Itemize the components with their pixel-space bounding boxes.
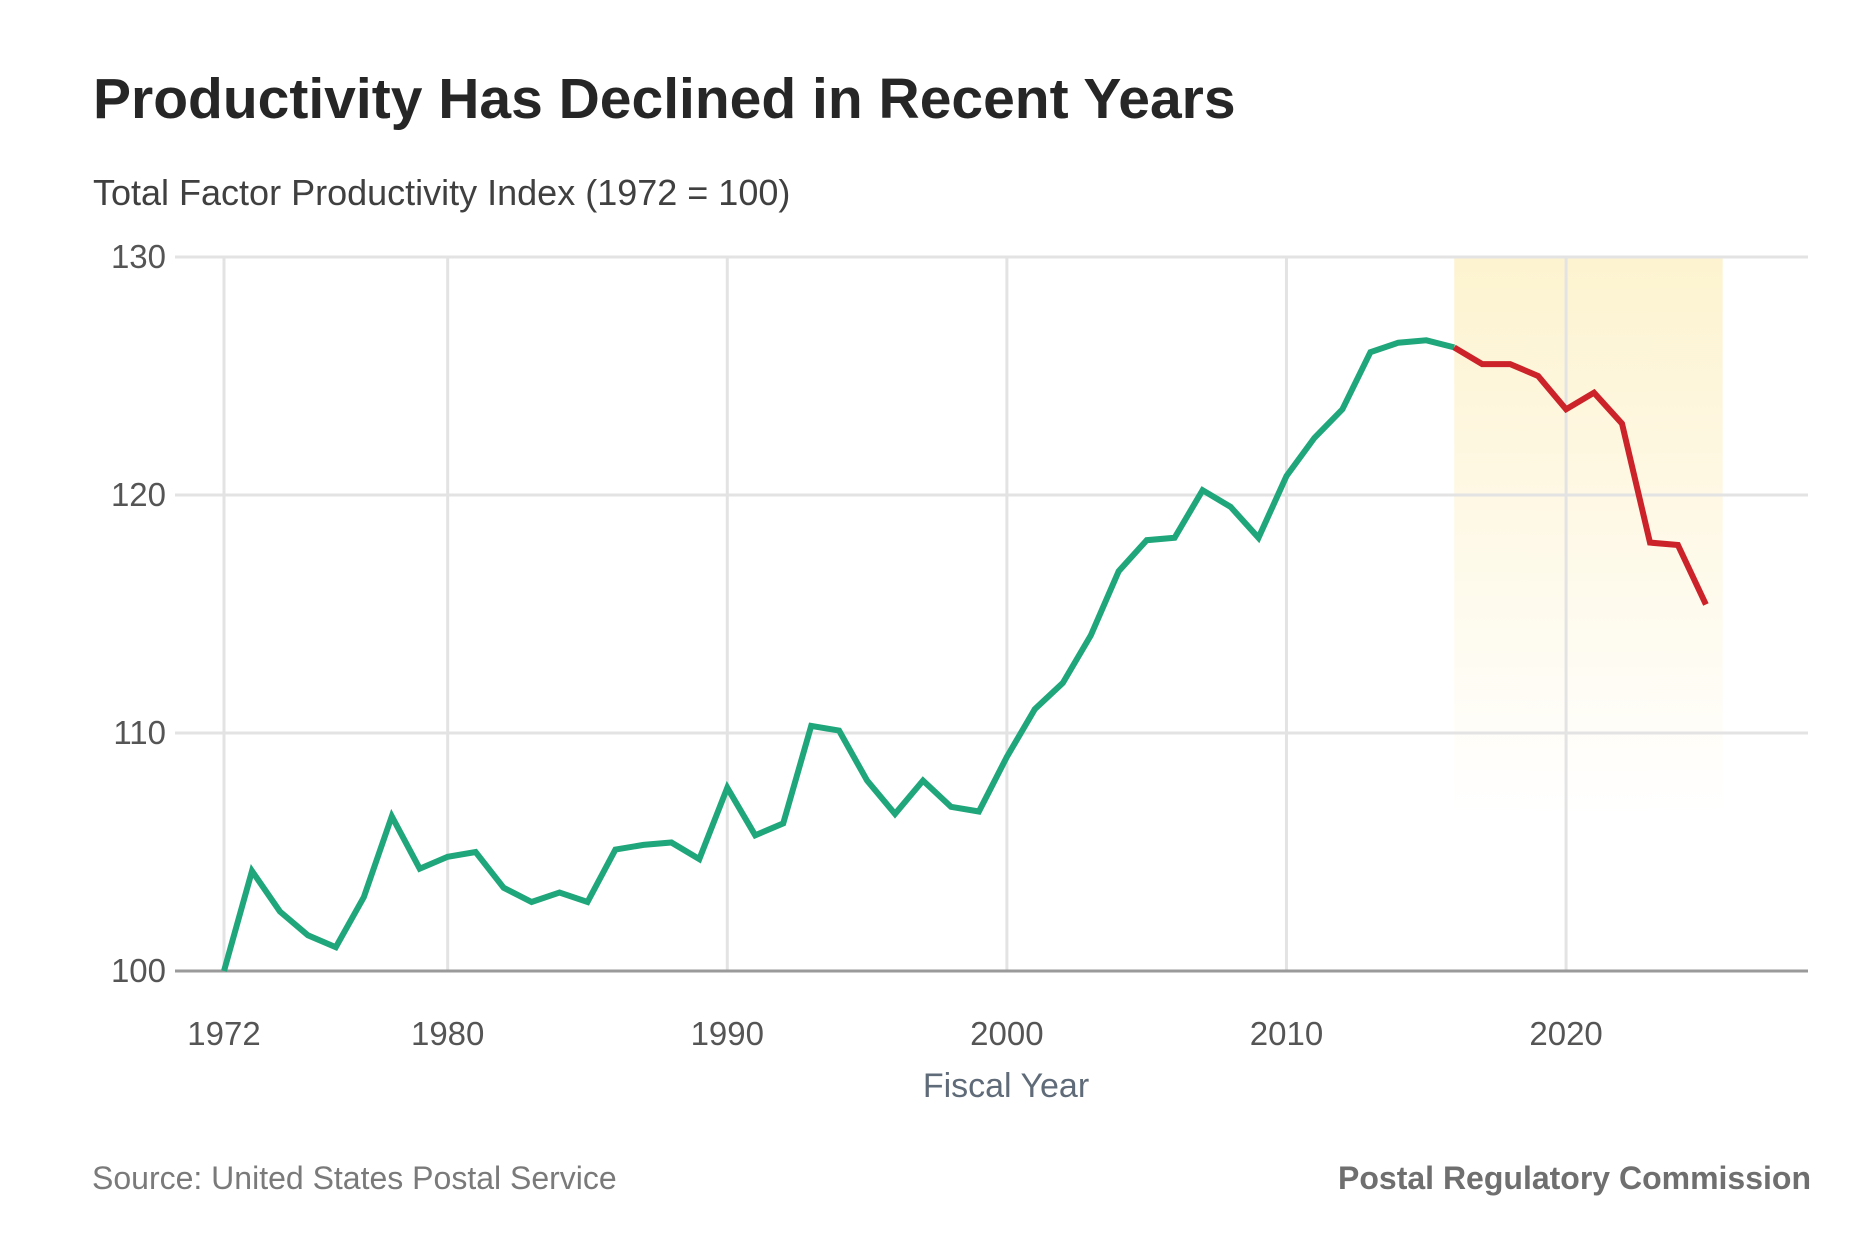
y-tick-label: 130	[111, 238, 166, 275]
productivity-line-declining	[1452, 344, 1709, 606]
publisher-label: Postal Regulatory Commission	[1338, 1160, 1811, 1196]
x-tick-label: 2020	[1529, 1015, 1602, 1052]
x-tick-label: 2010	[1250, 1015, 1323, 1052]
y-tick-label: 100	[111, 952, 166, 989]
recent-years-highlight	[1454, 257, 1723, 814]
x-tick-label: 2000	[970, 1015, 1043, 1052]
x-tick-label: 1972	[187, 1015, 260, 1052]
y-tick-label: 120	[111, 476, 166, 513]
x-axis-title: Fiscal Year	[923, 1067, 1089, 1105]
chart-subtitle: Total Factor Productivity Index (1972 = …	[93, 172, 791, 213]
chart-title: Productivity Has Declined in Recent Year…	[93, 67, 1236, 131]
x-tick-label: 1980	[411, 1015, 484, 1052]
source-note: Source: United States Postal Service	[92, 1160, 617, 1196]
x-tick-label: 1990	[691, 1015, 764, 1052]
y-tick-label: 110	[113, 714, 166, 751]
productivity-line-rising	[221, 337, 1455, 972]
